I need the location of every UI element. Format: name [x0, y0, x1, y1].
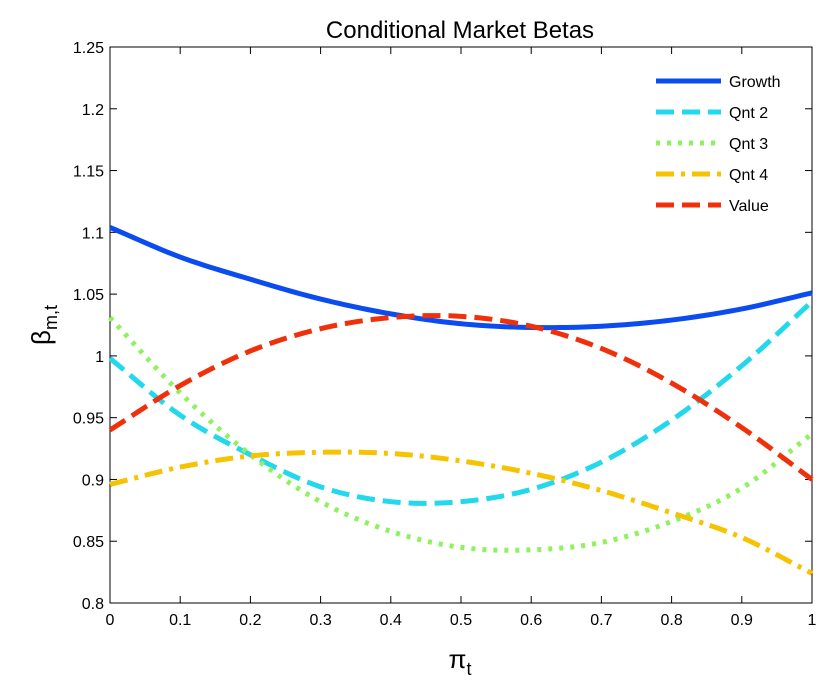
x-axis-label-main: π	[449, 644, 467, 674]
series-line-growth	[109, 225, 813, 331]
x-tick-label: 0.4	[380, 612, 402, 629]
x-tick-label: 0.7	[590, 612, 612, 629]
series-layer	[108, 225, 814, 576]
y-axis-label: βm,t	[26, 305, 61, 345]
y-tick-label: 1	[95, 349, 104, 366]
x-tick-label: 0.8	[660, 612, 682, 629]
legend-label: Qnt 2	[729, 105, 768, 122]
y-tick-label: 0.85	[73, 534, 104, 551]
x-axis-label: πt	[449, 644, 472, 679]
x-tick-label: 0.1	[169, 612, 191, 629]
legend-label: Qnt 4	[729, 167, 768, 184]
y-tick-label: 0.8	[82, 596, 104, 613]
x-tick-label: 0	[106, 612, 115, 629]
x-tick-label: 0.6	[520, 612, 542, 629]
y-tick-label: 1.15	[73, 164, 104, 181]
x-tick-label: 0.3	[309, 612, 331, 629]
legend-label: Growth	[729, 74, 781, 91]
x-tick-label: 0.2	[239, 612, 261, 629]
series-line-qnt-4	[109, 449, 814, 576]
y-tick-label: 1.2	[82, 102, 104, 119]
x-tick-label: 1	[808, 612, 817, 629]
x-axis-label-subscript: t	[466, 659, 471, 679]
y-tick-label: 0.9	[82, 472, 104, 489]
y-tick-label: 0.95	[73, 411, 104, 428]
series-line-value	[108, 313, 814, 482]
y-axis-label-main: β	[26, 330, 56, 345]
legend-label: Value	[729, 198, 769, 215]
axis-ticks: 0 0.1 0.2 0.3 0.4 0.5 0.6 0.7 0.8 0.9 1 0.8 0.85 0.9 0…	[73, 40, 817, 629]
chart-title: Conditional Market Betas	[326, 17, 594, 44]
x-tick-label: 0.9	[731, 612, 753, 629]
series-line-qnt-3	[108, 315, 814, 553]
series-line-qnt-2	[108, 299, 814, 506]
y-axis-label-subscript: m,t	[41, 305, 61, 330]
y-tick-label: 1.05	[73, 287, 104, 304]
legend: Growth Qnt 2 Qnt 3 Qnt 4 Value	[656, 74, 781, 215]
legend-label: Qnt 3	[729, 136, 768, 153]
y-tick-label: 1.1	[82, 225, 104, 242]
y-tick-label: 1.25	[73, 40, 104, 57]
x-tick-label: 0.5	[450, 612, 472, 629]
